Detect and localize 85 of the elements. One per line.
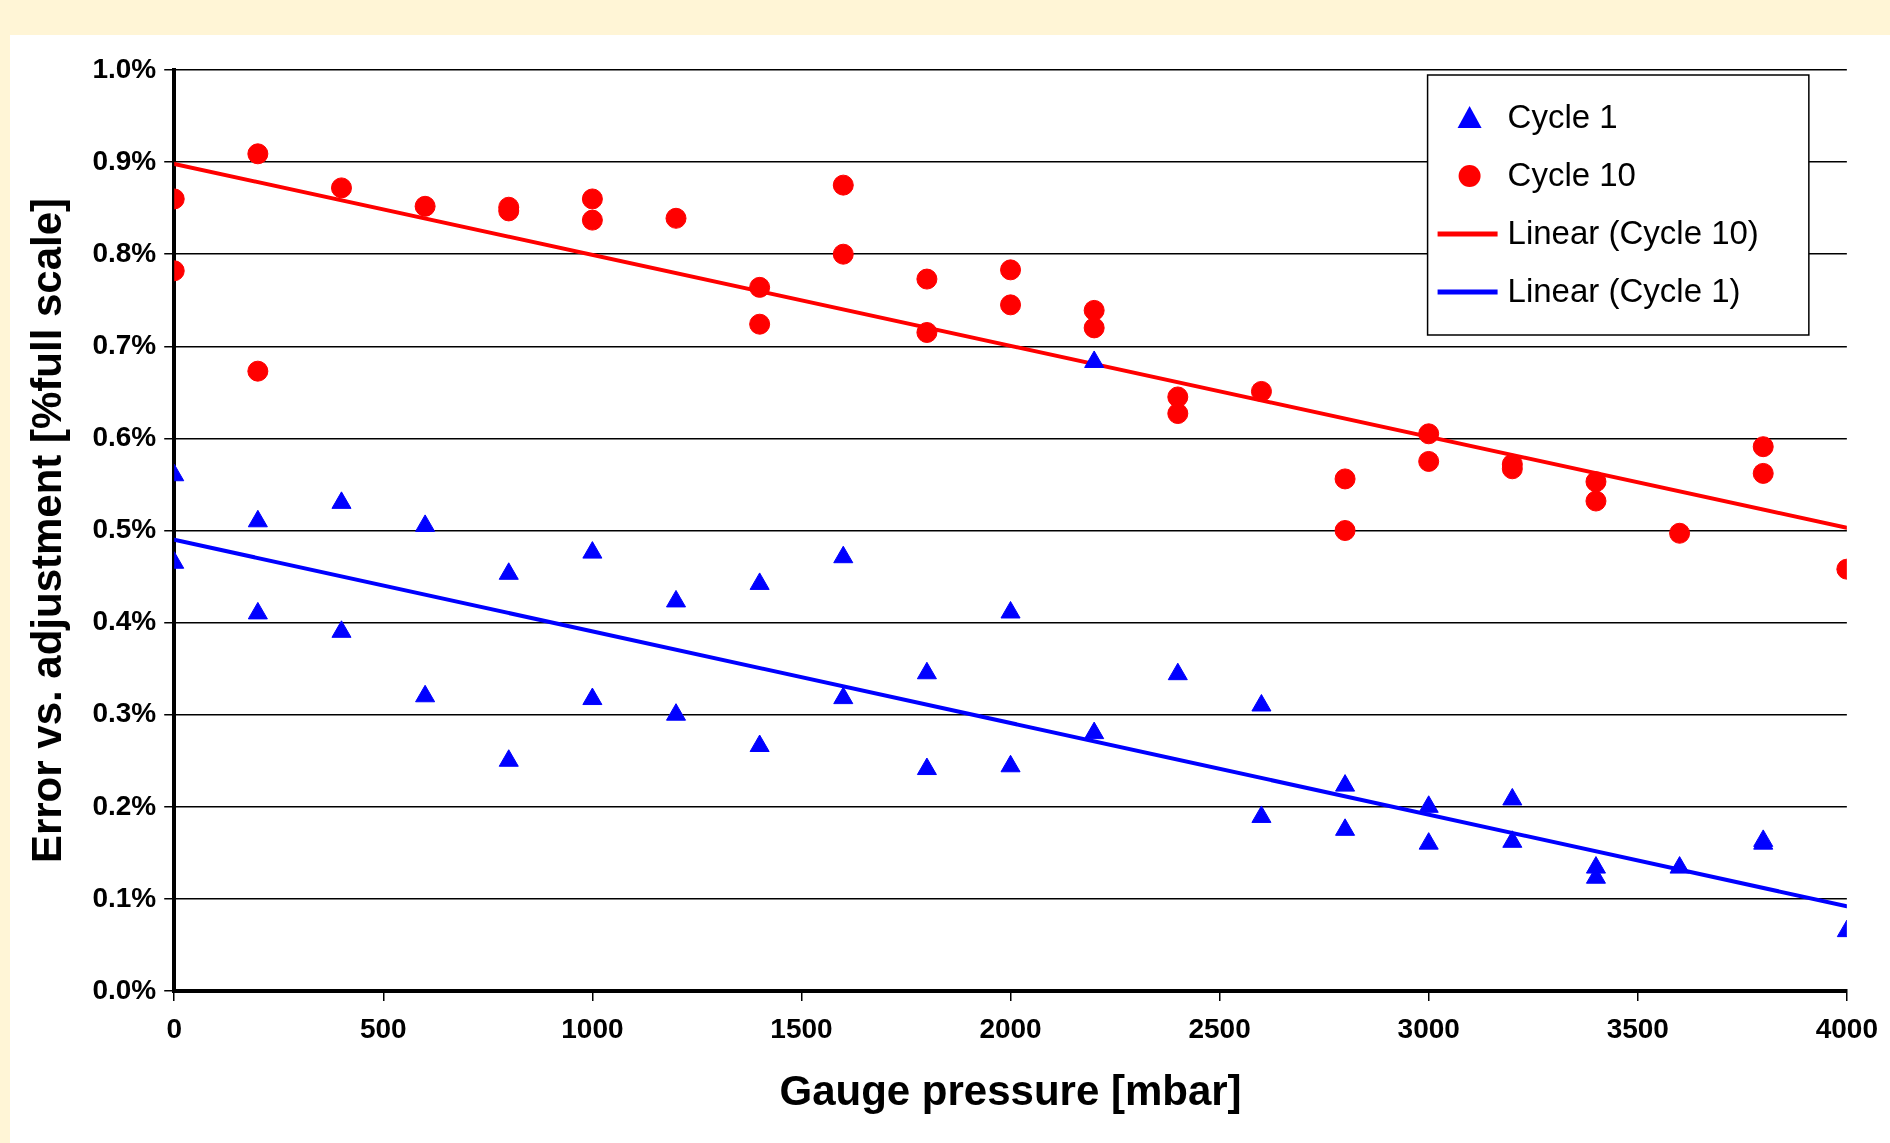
point [582, 687, 603, 706]
x-tick-label: 500 [359, 1012, 407, 1044]
x-tick-label: 2500 [1188, 1012, 1251, 1044]
point [833, 686, 854, 705]
legend-label: Linear (Cycle 10) [1507, 214, 1759, 252]
x-tick-label: 1000 [561, 1012, 624, 1044]
point [832, 174, 854, 196]
legend-label: Cycle 10 [1507, 156, 1636, 194]
point [415, 684, 436, 703]
point [1418, 832, 1439, 850]
point [916, 321, 938, 343]
point [1418, 450, 1440, 472]
y-tick-label: 0.1% [92, 881, 157, 913]
point [1585, 490, 1607, 512]
x-tick-label: 3000 [1397, 1012, 1460, 1044]
point [1000, 259, 1022, 281]
point [832, 243, 854, 265]
y-tick-label: 0.3% [92, 697, 157, 729]
y-axis-title: Error vs. adjustment [%full scale] [22, 197, 70, 864]
point [749, 572, 770, 590]
y-tick-label: 0.9% [92, 144, 157, 176]
point [916, 661, 937, 680]
point [1335, 774, 1356, 792]
point [1334, 520, 1356, 541]
y-tick-label: 0.8% [92, 236, 157, 268]
point [498, 562, 519, 580]
point [414, 195, 436, 217]
point [1502, 787, 1523, 806]
point [833, 545, 854, 564]
point [1334, 468, 1356, 490]
point [1669, 522, 1691, 544]
point [1084, 721, 1105, 740]
y-tick-label: 0.7% [92, 329, 157, 361]
y-tick-label: 0.0% [92, 973, 157, 1005]
point [330, 177, 352, 199]
point [1585, 471, 1607, 493]
point [749, 313, 771, 335]
point [665, 589, 687, 608]
point [1083, 317, 1105, 339]
point [247, 143, 269, 165]
x-tick-label: 3500 [1606, 1012, 1669, 1044]
point [916, 268, 938, 290]
point [582, 541, 603, 559]
point [1752, 462, 1774, 484]
point [665, 207, 687, 229]
point [1502, 830, 1523, 848]
x-tick-label: 4000 [1815, 1012, 1878, 1044]
point [1418, 795, 1439, 813]
point [581, 188, 603, 210]
point [1000, 294, 1022, 316]
point [331, 491, 352, 509]
x-axis-title: Gauge pressure [mbar] [779, 1067, 1242, 1115]
point [1251, 693, 1272, 712]
point [331, 620, 352, 638]
point [1752, 436, 1774, 458]
point [1000, 600, 1021, 619]
point [1167, 403, 1189, 425]
point [916, 757, 937, 776]
point [1083, 299, 1105, 321]
point [581, 209, 603, 231]
point [247, 509, 268, 528]
y-tick-label: 1.0% [92, 52, 157, 84]
point [247, 601, 268, 620]
y-tick-label: 0.4% [92, 605, 157, 637]
legend-label: Cycle 1 [1507, 98, 1618, 136]
point [749, 734, 770, 753]
point [1418, 423, 1440, 445]
point [1167, 662, 1188, 681]
point [1250, 380, 1272, 402]
point [749, 276, 771, 298]
point [1000, 754, 1021, 773]
x-tick-label: 1500 [770, 1012, 833, 1044]
x-tick-label: 0 [166, 1012, 183, 1044]
y-tick-label: 0.6% [92, 421, 157, 453]
point [1669, 856, 1690, 874]
y-tick-label: 0.5% [92, 513, 157, 545]
x-tick-label: 2000 [979, 1012, 1042, 1044]
point [665, 703, 687, 721]
point [498, 749, 519, 767]
point [415, 514, 436, 532]
y-tick-label: 0.2% [92, 789, 157, 821]
point [247, 360, 269, 382]
point [1335, 818, 1356, 836]
legend-label: Linear (Cycle 1) [1507, 272, 1741, 310]
point [1251, 805, 1272, 823]
